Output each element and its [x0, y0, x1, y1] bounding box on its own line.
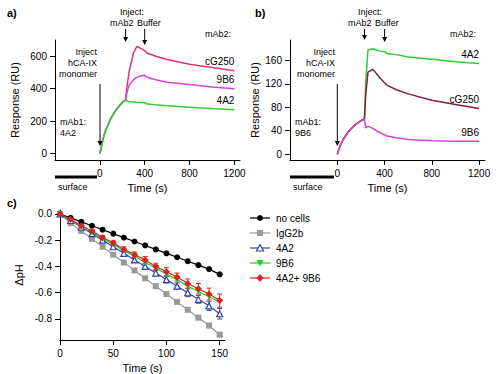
svg-text:4A2: 4A2	[60, 128, 76, 138]
svg-text:600: 600	[30, 51, 47, 62]
svg-text:mAb2: mAb2	[110, 18, 134, 28]
svg-text:4A2: 4A2	[276, 243, 294, 254]
svg-text:0: 0	[334, 168, 340, 179]
svg-text:mAb2:: mAb2:	[205, 29, 231, 39]
svg-text:b): b)	[255, 7, 266, 19]
svg-text:Time (s): Time (s)	[128, 182, 168, 194]
svg-text:ΔpH: ΔpH	[13, 264, 25, 285]
svg-text:hCA-IX: hCA-IX	[306, 58, 335, 68]
svg-text:cG250: cG250	[205, 56, 235, 67]
svg-text:surface: surface	[58, 182, 88, 192]
svg-text:Inject:: Inject:	[120, 7, 144, 17]
svg-text:1200: 1200	[468, 168, 491, 179]
svg-text:40: 40	[271, 125, 283, 136]
svg-text:a): a)	[7, 7, 17, 19]
svg-text:400: 400	[376, 168, 393, 179]
svg-text:9B6: 9B6	[217, 74, 235, 85]
svg-text:4A2+ 9B6: 4A2+ 9B6	[276, 273, 321, 284]
svg-text:120: 120	[265, 78, 282, 89]
svg-text:hCA-IX: hCA-IX	[68, 58, 97, 68]
svg-text:800: 800	[423, 168, 440, 179]
svg-text:0: 0	[57, 348, 63, 359]
svg-text:4A2: 4A2	[217, 95, 235, 106]
svg-text:9B6: 9B6	[295, 128, 311, 138]
svg-text:IgG2b: IgG2b	[276, 228, 304, 239]
svg-text:400: 400	[30, 83, 47, 94]
svg-text:1200: 1200	[223, 168, 246, 179]
svg-text:Time (s): Time (s)	[123, 362, 163, 374]
svg-text:80: 80	[271, 102, 283, 113]
svg-text:400: 400	[136, 168, 153, 179]
svg-text:no cells: no cells	[276, 213, 310, 224]
svg-text:mAb1:: mAb1:	[60, 117, 86, 127]
svg-text:9B6: 9B6	[276, 258, 294, 269]
svg-text:-0.6: -0.6	[35, 287, 53, 298]
svg-text:Time (s): Time (s)	[368, 182, 408, 194]
svg-text:mAb2:: mAb2:	[450, 29, 476, 39]
svg-text:Response (RU): Response (RU)	[9, 62, 21, 138]
svg-text:Response (RU): Response (RU)	[249, 62, 261, 138]
svg-text:Buffer: Buffer	[137, 18, 161, 28]
svg-text:Buffer: Buffer	[375, 18, 399, 28]
svg-text:800: 800	[181, 168, 198, 179]
svg-text:cG250: cG250	[450, 94, 480, 105]
svg-text:50: 50	[108, 348, 120, 359]
svg-text:Inject: Inject	[313, 47, 335, 57]
svg-text:0: 0	[276, 149, 282, 160]
svg-text:0: 0	[41, 148, 47, 159]
svg-text:mAb1:: mAb1:	[295, 117, 321, 127]
svg-text:Inject:: Inject:	[358, 7, 382, 17]
svg-text:4A2: 4A2	[461, 49, 479, 60]
svg-text:mAb2: mAb2	[348, 18, 372, 28]
svg-text:0: 0	[97, 168, 103, 179]
svg-text:c): c)	[7, 197, 17, 209]
svg-text:0.0: 0.0	[38, 208, 52, 219]
svg-text:-0.2: -0.2	[35, 235, 53, 246]
svg-text:monomer: monomer	[297, 69, 335, 79]
svg-text:-0.8: -0.8	[35, 313, 53, 324]
svg-text:160: 160	[265, 55, 282, 66]
svg-text:9B6: 9B6	[461, 127, 479, 138]
svg-text:monomer: monomer	[59, 69, 97, 79]
svg-text:surface: surface	[293, 182, 323, 192]
svg-text:200: 200	[30, 116, 47, 127]
svg-text:-0.4: -0.4	[35, 261, 53, 272]
svg-text:100: 100	[158, 348, 175, 359]
svg-text:Inject: Inject	[75, 47, 97, 57]
svg-text:150: 150	[211, 348, 228, 359]
